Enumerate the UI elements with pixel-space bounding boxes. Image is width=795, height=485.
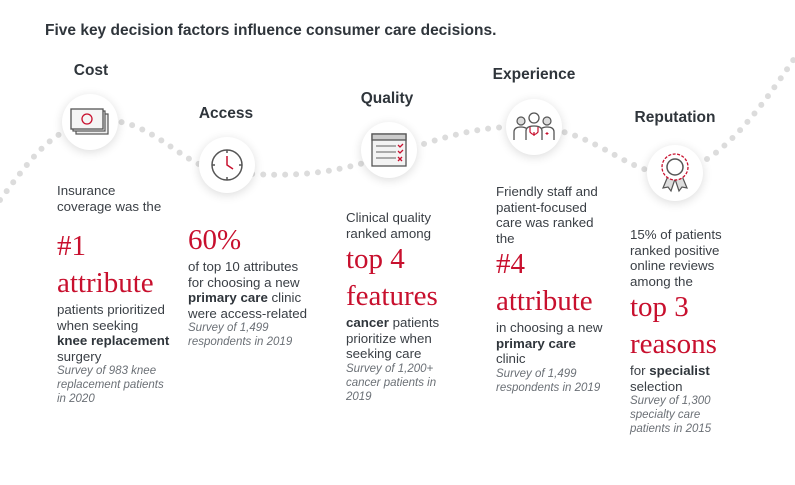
- factor-text-access: 60% of top 10 attributes for choosing a …: [188, 222, 313, 349]
- factor-source: Survey of 983 knee replacement patients …: [57, 365, 164, 405]
- factor-stat: top 3 reasons: [630, 291, 717, 360]
- money-icon: [70, 108, 109, 135]
- factor-text-experience: Friendly staff and patient-focused care …: [496, 184, 606, 395]
- factor-stat: top 4 features: [346, 243, 438, 312]
- factor-detail: cancer patients prioritize when seeking …: [346, 315, 440, 361]
- care-team-icon: [513, 112, 555, 140]
- award-ribbon-icon: [661, 153, 689, 193]
- factor-icon-circle-reputation: [647, 145, 703, 201]
- factor-stat: 60%: [188, 224, 242, 256]
- factor-stat: #4 attribute: [496, 248, 593, 317]
- factor-icon-circle-access: [199, 137, 255, 193]
- factor-text-reputation: 15% of patients ranked positive online r…: [630, 227, 740, 436]
- factor-text-quality: Clinical quality ranked among top 4 feat…: [346, 210, 461, 404]
- clock-icon: [211, 149, 243, 181]
- factor-detail: for specialist selection: [630, 363, 710, 394]
- factor-source: Survey of 1,499 respondents in 2019: [496, 367, 601, 394]
- checklist-icon: [371, 133, 407, 167]
- factor-intro: Insurance coverage was the: [57, 183, 162, 214]
- factor-detail: in choosing a new primary care clinic: [496, 320, 603, 366]
- factor-icon-circle-quality: [361, 122, 417, 178]
- factor-intro: Clinical quality ranked among: [346, 210, 432, 241]
- factor-text-cost: Insurance coverage was the #1 attribute …: [57, 183, 172, 406]
- page-title: Five key decision factors influence cons…: [45, 22, 497, 39]
- factor-heading-cost: Cost: [73, 62, 109, 79]
- factor-heading-access: Access: [198, 105, 254, 122]
- factor-icon-circle-cost: [62, 94, 118, 150]
- factor-intro: 15% of patients ranked positive online r…: [630, 227, 722, 289]
- factor-source: Survey of 1,200+ cancer patients in 2019: [346, 362, 437, 403]
- factor-heading-experience: Experience: [492, 66, 576, 83]
- factor-detail: patients prioritized when seeking knee r…: [57, 302, 170, 364]
- factor-detail: of top 10 attributes for choosing a new …: [188, 259, 307, 321]
- factor-source: Survey of 1,499 respondents in 2019: [188, 322, 293, 348]
- factor-icon-circle-experience: [506, 99, 562, 155]
- factor-source: Survey of 1,300 specialty care patients …: [630, 395, 712, 435]
- factor-heading-quality: Quality: [360, 90, 414, 107]
- factor-stat: #1 attribute: [57, 230, 154, 299]
- factor-intro: Friendly staff and patient-focused care …: [496, 184, 598, 246]
- factor-heading-reputation: Reputation: [634, 109, 716, 126]
